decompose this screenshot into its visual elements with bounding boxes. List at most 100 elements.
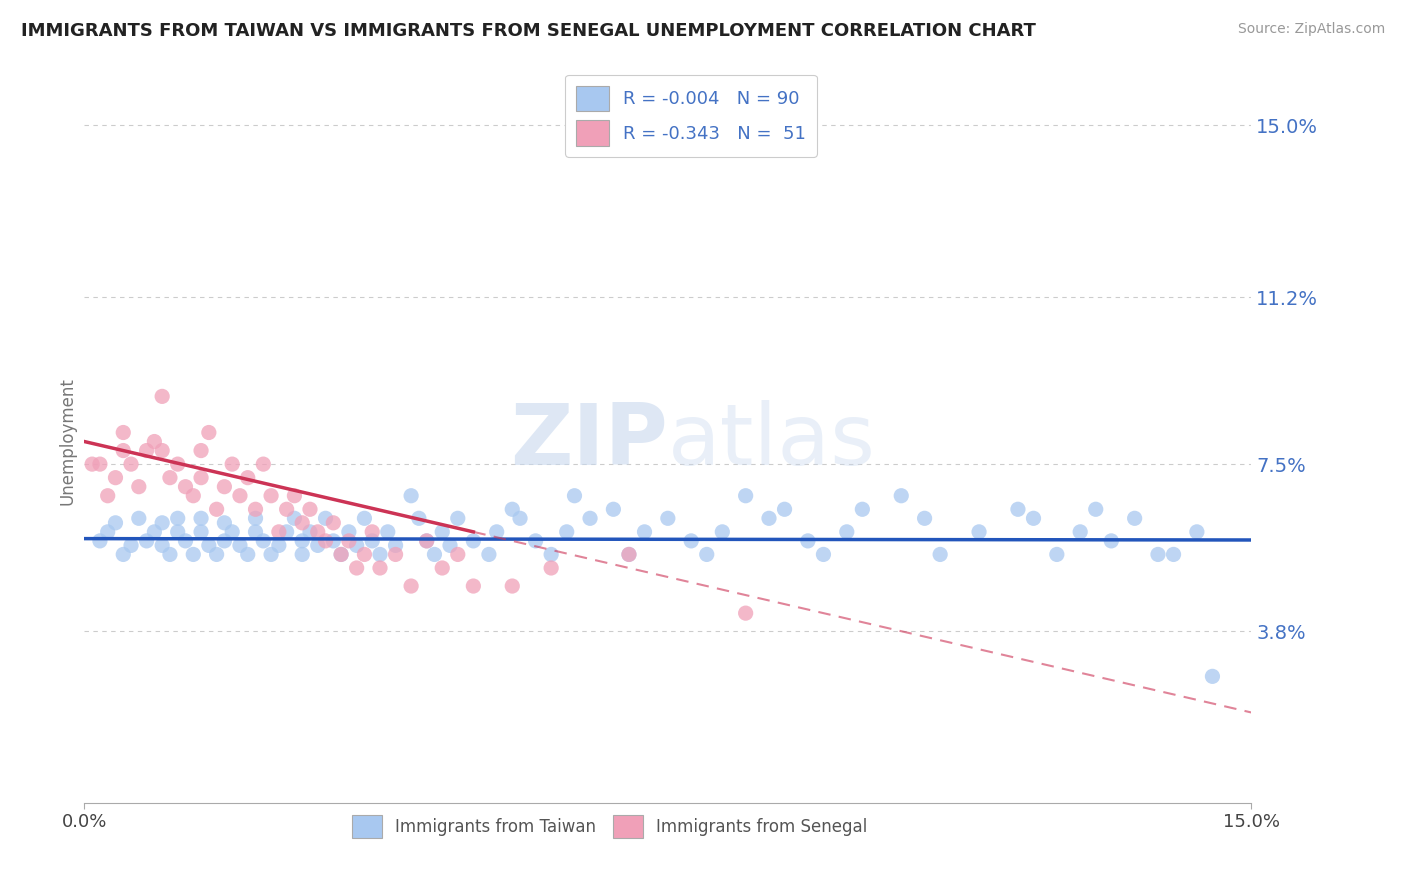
Point xyxy=(1201,669,1223,683)
Point xyxy=(463,579,485,593)
Point xyxy=(307,524,329,539)
Point xyxy=(104,471,127,485)
Point xyxy=(150,516,173,530)
Point xyxy=(555,524,578,539)
Point xyxy=(851,502,873,516)
Point xyxy=(150,389,173,403)
Point xyxy=(221,457,243,471)
Point xyxy=(135,443,157,458)
Point xyxy=(797,533,820,548)
Point xyxy=(447,511,470,525)
Text: ZIP: ZIP xyxy=(510,400,668,483)
Point xyxy=(384,538,406,552)
Point xyxy=(315,511,337,525)
Point xyxy=(337,524,360,539)
Point xyxy=(564,489,586,503)
Point xyxy=(501,579,523,593)
Point xyxy=(181,489,204,503)
Point xyxy=(540,548,562,562)
Point xyxy=(361,524,384,539)
Point xyxy=(267,524,290,539)
Point xyxy=(353,511,375,525)
Point xyxy=(890,489,912,503)
Point xyxy=(432,561,454,575)
Point xyxy=(711,524,734,539)
Point xyxy=(260,489,283,503)
Point xyxy=(478,548,501,562)
Point xyxy=(509,511,531,525)
Point xyxy=(657,511,679,525)
Point xyxy=(150,443,173,458)
Point xyxy=(330,548,353,562)
Point xyxy=(190,524,212,539)
Point xyxy=(112,425,135,440)
Point xyxy=(159,471,181,485)
Point xyxy=(236,471,259,485)
Point xyxy=(322,533,344,548)
Point xyxy=(602,502,624,516)
Point xyxy=(298,502,321,516)
Point xyxy=(463,533,485,548)
Point xyxy=(524,533,547,548)
Point xyxy=(190,471,212,485)
Point xyxy=(283,489,305,503)
Point xyxy=(276,524,298,539)
Point xyxy=(260,548,283,562)
Point xyxy=(1007,502,1029,516)
Point xyxy=(384,548,406,562)
Point xyxy=(330,548,353,562)
Point xyxy=(97,489,120,503)
Point xyxy=(1163,548,1185,562)
Point xyxy=(97,524,120,539)
Point xyxy=(120,538,142,552)
Point xyxy=(276,502,298,516)
Point xyxy=(245,502,267,516)
Point xyxy=(82,457,104,471)
Point xyxy=(298,524,321,539)
Point xyxy=(377,524,399,539)
Point xyxy=(245,524,267,539)
Point xyxy=(181,548,204,562)
Point xyxy=(112,443,135,458)
Point xyxy=(1099,533,1122,548)
Point xyxy=(773,502,796,516)
Text: Source: ZipAtlas.com: Source: ZipAtlas.com xyxy=(1237,22,1385,37)
Point xyxy=(696,548,718,562)
Point xyxy=(283,511,305,525)
Point xyxy=(423,548,446,562)
Point xyxy=(1123,511,1146,525)
Point xyxy=(579,511,602,525)
Point xyxy=(415,533,437,548)
Point xyxy=(229,538,252,552)
Point xyxy=(198,538,221,552)
Point xyxy=(112,548,135,562)
Text: atlas: atlas xyxy=(668,400,876,483)
Y-axis label: Unemployment: Unemployment xyxy=(58,377,76,506)
Point xyxy=(166,457,188,471)
Point xyxy=(120,457,142,471)
Point xyxy=(315,533,337,548)
Point xyxy=(190,511,212,525)
Point xyxy=(89,457,111,471)
Point xyxy=(353,548,375,562)
Point xyxy=(415,533,437,548)
Point xyxy=(236,548,259,562)
Point xyxy=(368,561,391,575)
Point xyxy=(361,533,384,548)
Point xyxy=(174,480,197,494)
Point xyxy=(143,524,166,539)
Point xyxy=(291,533,314,548)
Point xyxy=(447,548,470,562)
Point xyxy=(835,524,858,539)
Point xyxy=(346,538,368,552)
Point xyxy=(346,561,368,575)
Point xyxy=(758,511,780,525)
Point xyxy=(929,548,952,562)
Point xyxy=(540,561,562,575)
Point xyxy=(214,533,236,548)
Point xyxy=(1046,548,1069,562)
Point xyxy=(291,548,314,562)
Point xyxy=(617,548,640,562)
Point xyxy=(89,533,111,548)
Point xyxy=(967,524,990,539)
